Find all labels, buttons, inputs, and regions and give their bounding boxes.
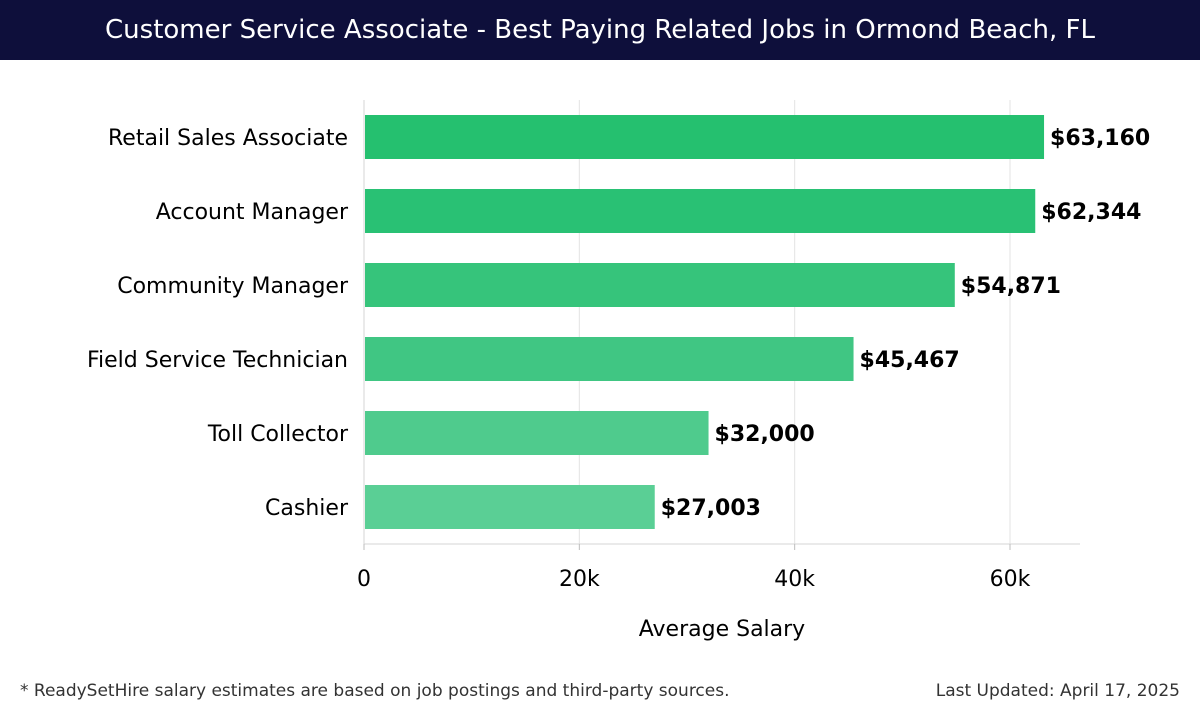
category-label: Field Service Technician: [87, 348, 348, 373]
data-label: $54,871: [961, 274, 1061, 299]
bar: [365, 189, 1036, 233]
bar: [365, 411, 709, 455]
category-label: Community Manager: [117, 274, 349, 299]
x-tick-label: 40k: [774, 567, 815, 592]
footer-note: * ReadySetHire salary estimates are base…: [20, 681, 730, 701]
data-label: $63,160: [1050, 126, 1150, 151]
category-label: Toll Collector: [207, 422, 349, 447]
footer-updated: Last Updated: April 17, 2025: [935, 681, 1180, 701]
bar: [365, 337, 854, 381]
x-tick-label: 60k: [990, 567, 1031, 592]
chart-title: Customer Service Associate - Best Paying…: [105, 15, 1095, 45]
data-label: $32,000: [715, 422, 815, 447]
data-label: $27,003: [661, 496, 761, 521]
x-tick-label: 0: [357, 567, 371, 592]
bar: [365, 485, 655, 529]
bar: [365, 115, 1045, 159]
category-label: Retail Sales Associate: [108, 126, 348, 151]
data-label: $45,467: [860, 348, 960, 373]
bar: [365, 263, 955, 307]
data-label: $62,344: [1041, 200, 1141, 225]
x-axis-title: Average Salary: [639, 617, 805, 642]
category-label: Cashier: [265, 496, 349, 521]
x-tick-label: 20k: [559, 567, 600, 592]
chart-header: Customer Service Associate - Best Paying…: [0, 0, 1200, 60]
category-label: Account Manager: [156, 200, 349, 225]
